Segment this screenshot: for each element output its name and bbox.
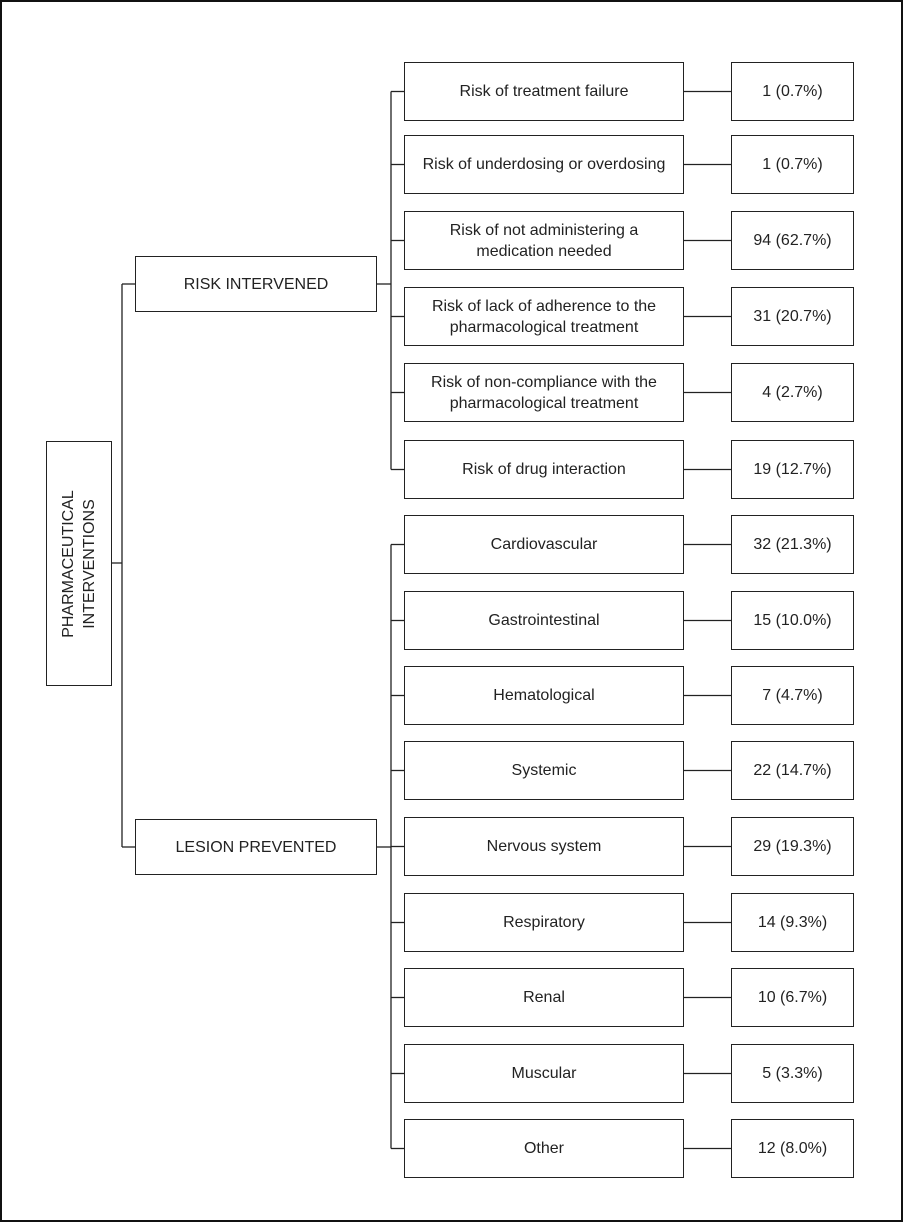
root-label: PHARMACEUTICAL INTERVENTIONS [58,490,100,638]
value-node: 4 (2.7%) [731,363,854,422]
item-node: Respiratory [404,893,684,952]
item-node: Risk of non-compliance with the pharmaco… [404,363,684,422]
value-node: 1 (0.7%) [731,135,854,194]
value-node: 10 (6.7%) [731,968,854,1027]
root-label-line2: INTERVENTIONS [81,498,99,629]
root-label-line1: PHARMACEUTICAL [60,489,78,638]
item-node: Risk of underdosing or overdosing [404,135,684,194]
value-node: 22 (14.7%) [731,741,854,800]
item-node: Hematological [404,666,684,725]
item-node: Gastrointestinal [404,591,684,650]
value-node: 29 (19.3%) [731,817,854,876]
value-node: 32 (21.3%) [731,515,854,574]
item-node: Risk of not administering a medication n… [404,211,684,270]
group-node-1: RISK INTERVENED [135,256,377,312]
value-node: 12 (8.0%) [731,1119,854,1178]
value-node: 7 (4.7%) [731,666,854,725]
item-node: Risk of lack of adherence to the pharmac… [404,287,684,346]
item-node: Other [404,1119,684,1178]
item-node: Risk of drug interaction [404,440,684,499]
item-node: Cardiovascular [404,515,684,574]
value-node: 5 (3.3%) [731,1044,854,1103]
value-node: 1 (0.7%) [731,62,854,121]
root-node: PHARMACEUTICAL INTERVENTIONS [46,441,112,686]
value-node: 19 (12.7%) [731,440,854,499]
item-node: Renal [404,968,684,1027]
value-node: 14 (9.3%) [731,893,854,952]
value-node: 31 (20.7%) [731,287,854,346]
item-node: Risk of treatment failure [404,62,684,121]
item-node: Nervous system [404,817,684,876]
item-node: Muscular [404,1044,684,1103]
item-node: Systemic [404,741,684,800]
group-node-2: LESION PREVENTED [135,819,377,875]
value-node: 94 (62.7%) [731,211,854,270]
value-node: 15 (10.0%) [731,591,854,650]
